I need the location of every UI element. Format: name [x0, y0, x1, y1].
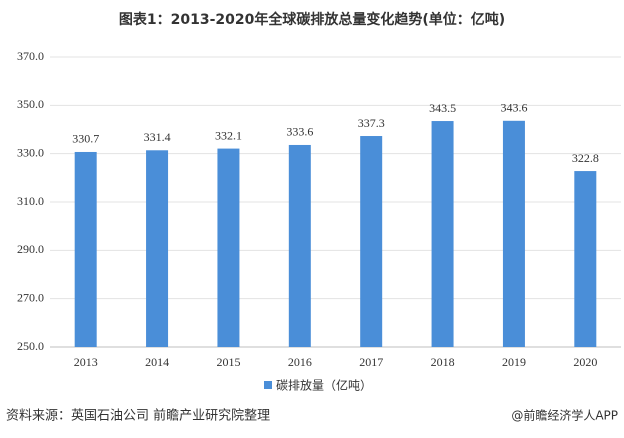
y-tick-label: 270.0	[17, 290, 44, 304]
y-tick-label: 370.0	[17, 49, 44, 63]
data-label: 332.1	[215, 128, 242, 142]
y-tick-label: 350.0	[17, 97, 44, 111]
data-label: 322.8	[572, 151, 599, 165]
y-tick-label: 290.0	[17, 242, 44, 256]
chart-title: 图表1：2013-2020年全球碳排放总量变化趋势(单位：亿吨)	[119, 11, 505, 28]
bar	[574, 171, 597, 347]
data-label: 337.3	[358, 116, 385, 130]
x-tick-label: 2014	[145, 355, 169, 369]
data-label: 333.6	[286, 125, 313, 139]
x-tick-label: 2019	[502, 355, 526, 369]
data-label: 343.6	[500, 101, 527, 115]
legend-label: 碳排放量（亿吨）	[276, 378, 372, 393]
x-tick-label: 2018	[431, 355, 455, 369]
bar	[74, 151, 97, 347]
x-tick-label: 2016	[288, 355, 312, 369]
y-tick-label: 250.0	[17, 339, 44, 353]
x-tick-label: 2015	[216, 355, 240, 369]
bar	[502, 120, 525, 347]
bar	[146, 150, 169, 347]
credit: @前瞻经济学人APP	[511, 408, 618, 423]
bar	[217, 148, 240, 347]
y-tick-label: 310.0	[17, 194, 44, 208]
x-tick-label: 2020	[573, 355, 597, 369]
y-tick-label: 330.0	[17, 145, 44, 159]
bar	[288, 144, 311, 347]
data-label: 331.4	[144, 130, 171, 144]
data-label: 343.5	[429, 101, 456, 115]
legend-swatch	[264, 381, 272, 389]
data-label: 330.7	[72, 132, 99, 146]
bar	[360, 136, 383, 347]
source-note: 资料来源：英国石油公司 前瞻产业研究院整理	[6, 408, 270, 424]
x-tick-label: 2017	[359, 355, 383, 369]
x-tick-label: 2013	[74, 355, 98, 369]
bar	[431, 121, 454, 348]
